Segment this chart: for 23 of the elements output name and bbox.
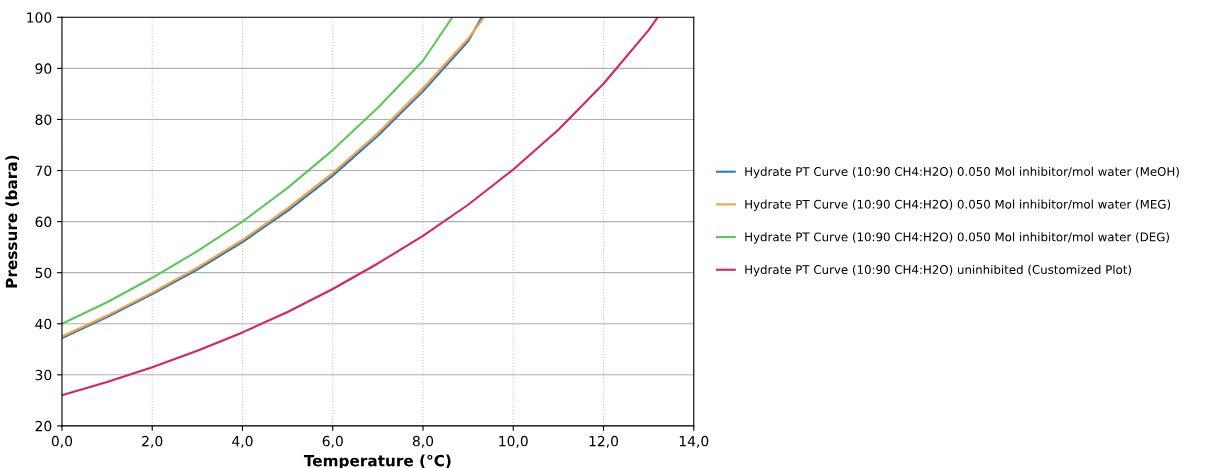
x-tick-label: 6,0 — [322, 435, 343, 448]
y-tick-label: 100 — [27, 12, 52, 23]
x-tick-label: 10,0 — [499, 435, 528, 448]
y-tick-label: 90 — [35, 63, 52, 74]
legend-label: Hydrate PT Curve (10:90 CH4:H2O) 0.050 Mol inhibitor/mol water (DEG) — [745, 232, 1169, 244]
y-tick-label: 80 — [35, 114, 52, 125]
x-tick-label: 8,0 — [412, 435, 434, 448]
y-tick-label: 40 — [35, 318, 52, 330]
y-tick-label: 50 — [35, 267, 52, 279]
x-tick-label: 14,0 — [679, 435, 709, 448]
y-tick-label: 20 — [35, 420, 52, 432]
x-tick-label: 0,0 — [51, 435, 73, 448]
legend-label: Hydrate PT Curve (10:90 CH4:H2O) 0.050 Mol inhibitor/mol water (MeOH) — [745, 166, 1179, 179]
x-tick-label: 4,0 — [232, 435, 253, 448]
line-series — [61, 17, 659, 397]
y-tick-label: 30 — [35, 369, 52, 381]
y-tick-label: 70 — [35, 165, 52, 176]
y-axis-title: Pressure (bara) — [5, 155, 20, 288]
y-tick-label: 60 — [35, 216, 52, 228]
legend-label: Hydrate PT Curve (10:90 CH4:H2O) uninhibited (Customized Plot) — [745, 264, 1132, 277]
legend-label: Hydrate PT Curve (10:90 CH4:H2O) 0.050 Mol inhibitor/mol water (MEG) — [745, 199, 1171, 211]
x-tick-label: 2,0 — [142, 435, 163, 448]
x-tick-label: 12,0 — [589, 435, 619, 448]
